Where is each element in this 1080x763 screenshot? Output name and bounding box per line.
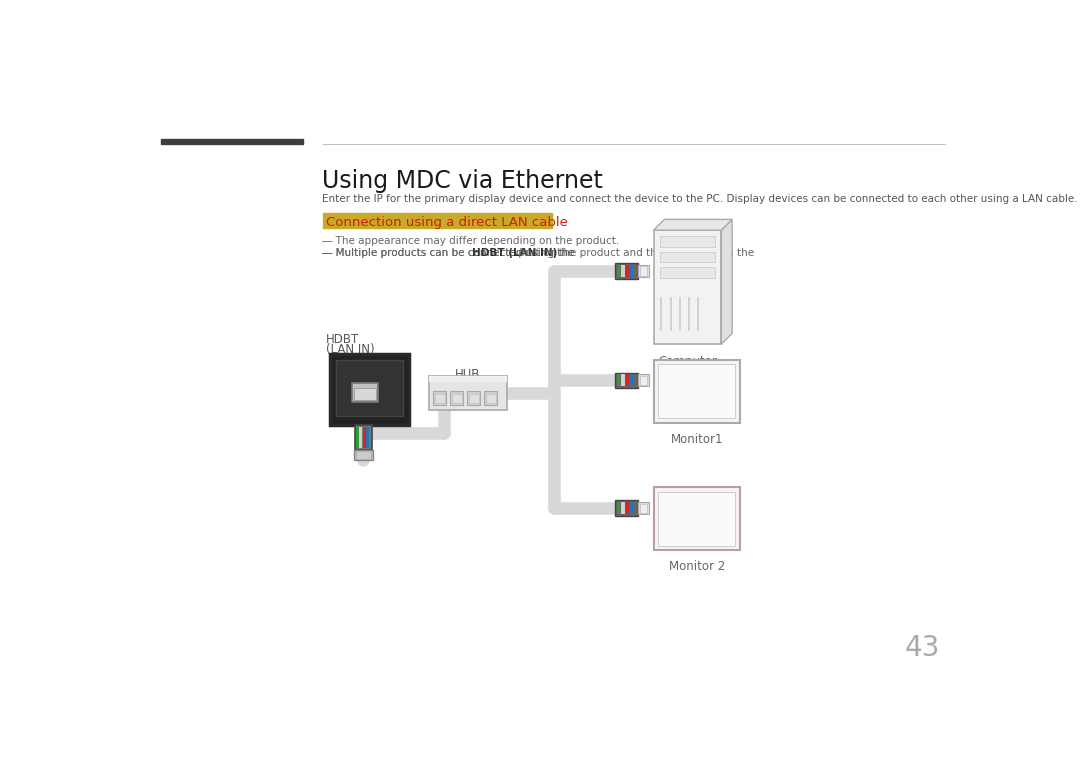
Bar [639,375,647,385]
Text: Monitor1: Monitor1 [671,433,723,446]
Text: Connection using a direct LAN cable: Connection using a direct LAN cable [326,215,568,229]
Bar [354,449,373,460]
Bar [330,354,408,425]
Bar [161,139,303,144]
Bar [616,263,638,278]
Bar [352,383,378,402]
Bar [625,265,629,277]
Bar [630,502,633,514]
Bar [621,374,624,387]
Text: HDBT: HDBT [326,333,360,346]
Bar [366,427,369,448]
Bar [621,502,624,514]
Text: ― Multiple products can be connected using the: ― Multiple products can be connected usi… [323,248,578,258]
Text: Enter the IP for the primary display device and connect the device to the PC. Di: Enter the IP for the primary display dev… [323,194,1078,204]
Bar [616,372,638,388]
Bar [638,502,649,514]
Bar [658,492,735,546]
Bar [616,501,638,516]
Bar [630,265,633,277]
Bar [450,391,463,405]
Text: Computer: Computer [658,355,717,368]
Text: HDBT (LAN IN): HDBT (LAN IN) [472,248,557,258]
Bar [653,230,721,344]
Bar [658,364,735,418]
Bar [621,265,624,277]
Bar [484,391,497,405]
Bar [354,388,376,400]
Bar [625,374,629,387]
Bar [617,374,621,387]
Text: port on the product and the LAN ports on the: port on the product and the LAN ports on… [515,248,757,258]
Bar [451,394,462,404]
Text: 43: 43 [905,634,940,662]
Text: ― The appearance may differ depending on the product.: ― The appearance may differ depending on… [323,237,620,246]
Bar [486,394,496,404]
Bar [355,451,372,459]
Bar [653,488,740,550]
Bar [638,265,649,277]
Text: .: . [671,248,674,258]
Bar [660,237,715,247]
Text: Monitor 2: Monitor 2 [669,561,725,574]
Polygon shape [653,220,732,230]
Bar [355,425,372,449]
Bar [630,374,633,387]
Bar [429,375,508,382]
Polygon shape [721,220,732,344]
Bar [336,360,403,416]
Bar [617,265,621,277]
Text: HUB: HUB [661,248,686,258]
Bar [356,427,359,448]
Bar [469,394,478,404]
Bar [323,213,552,228]
Bar [660,267,715,278]
Bar [433,391,446,405]
Bar [638,374,649,387]
Text: HUB: HUB [456,368,481,381]
Bar [617,502,621,514]
Text: Using MDC via Ethernet: Using MDC via Ethernet [323,169,604,192]
Bar [429,375,508,410]
Bar [468,391,481,405]
Bar [625,502,629,514]
Text: ― Multiple products can be connected using the: ― Multiple products can be connected usi… [323,248,578,258]
Bar [363,427,366,448]
Bar [660,252,715,262]
Bar [639,266,647,275]
Bar [435,394,445,404]
Bar [653,359,740,423]
Bar [360,427,363,448]
Bar [639,504,647,513]
Text: (LAN IN): (LAN IN) [326,343,375,356]
